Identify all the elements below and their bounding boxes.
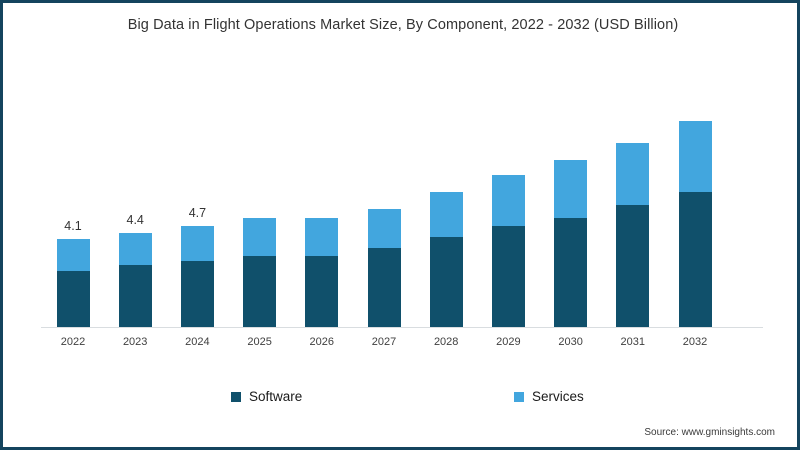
bar-segment-services[interactable] xyxy=(491,174,525,227)
bar-segment-software[interactable] xyxy=(367,247,401,327)
x-tick-2027: 2027 xyxy=(371,336,397,348)
bar-segment-services[interactable] xyxy=(243,217,277,257)
legend-item-services[interactable]: Services xyxy=(514,389,584,404)
x-tick-2029: 2029 xyxy=(496,336,521,348)
bar-segment-software[interactable] xyxy=(118,264,152,327)
bar-segment-software[interactable] xyxy=(429,236,463,327)
bar-stack[interactable] xyxy=(616,142,650,327)
bar-segment-services[interactable] xyxy=(429,191,463,237)
bar-value-label: 4.4 xyxy=(126,212,144,227)
bar-segment-services[interactable] xyxy=(118,232,152,265)
bar-segment-services[interactable] xyxy=(678,121,712,192)
x-tick-2026: 2026 xyxy=(309,336,335,348)
bar-stack[interactable] xyxy=(243,217,277,327)
x-tick-2024: 2024 xyxy=(185,336,210,348)
bar-value-label: 4.1 xyxy=(64,219,82,234)
bar-segment-services[interactable] xyxy=(367,209,401,248)
bar-segment-services[interactable] xyxy=(616,142,650,205)
bar-segment-software[interactable] xyxy=(243,256,277,327)
bar-stack[interactable] xyxy=(305,217,339,327)
chart-legend: Software Services xyxy=(3,385,800,405)
bar-segment-services[interactable] xyxy=(180,226,214,261)
bar-stack[interactable] xyxy=(554,159,588,327)
chart-title: Big Data in Flight Operations Market Siz… xyxy=(127,17,679,33)
legend-swatch-icon xyxy=(231,391,241,402)
x-tick-2030: 2030 xyxy=(558,336,583,348)
bar-segment-software[interactable] xyxy=(180,260,214,327)
x-tick-2032: 2032 xyxy=(682,336,708,348)
source-note: Source: www.gminsights.com xyxy=(644,427,775,438)
bar-stack[interactable] xyxy=(429,191,463,327)
legend-item-software[interactable]: Software xyxy=(231,389,302,404)
legend-label: Software xyxy=(249,389,303,404)
bar-stack[interactable]: 4.7 xyxy=(180,206,214,327)
bar-stack[interactable] xyxy=(367,209,401,327)
bar-segment-software[interactable] xyxy=(491,226,525,327)
x-tick-2025: 2025 xyxy=(247,336,272,348)
bar-segment-software[interactable] xyxy=(678,191,712,327)
bar-stack[interactable]: 4.4 xyxy=(118,213,152,327)
bar-segment-services[interactable] xyxy=(305,217,339,257)
bar-segment-software[interactable] xyxy=(616,204,650,327)
bar-segment-software[interactable] xyxy=(554,217,588,327)
x-tick-2022: 2022 xyxy=(60,336,86,348)
bar-segment-software[interactable] xyxy=(56,271,90,327)
bar-stack[interactable] xyxy=(491,174,525,327)
bar-segment-software[interactable] xyxy=(305,256,339,327)
bar-value-label: 4.7 xyxy=(188,206,207,221)
plot-area: 4.1 4.4 4.7 2022 2023 2024 2025 2026 2027 2028 20… xyxy=(3,3,800,453)
x-axis-line xyxy=(41,327,763,328)
bar-stack[interactable]: 4.1 xyxy=(56,219,90,327)
legend-swatch-icon xyxy=(514,391,524,402)
bar-segment-services[interactable] xyxy=(56,239,90,272)
x-tick-2031: 2031 xyxy=(620,336,646,348)
legend-label: Services xyxy=(532,389,584,404)
x-tick-2028: 2028 xyxy=(433,336,459,348)
bar-stack[interactable] xyxy=(678,121,712,327)
x-tick-2023: 2023 xyxy=(122,336,148,348)
bar-segment-services[interactable] xyxy=(554,159,588,218)
